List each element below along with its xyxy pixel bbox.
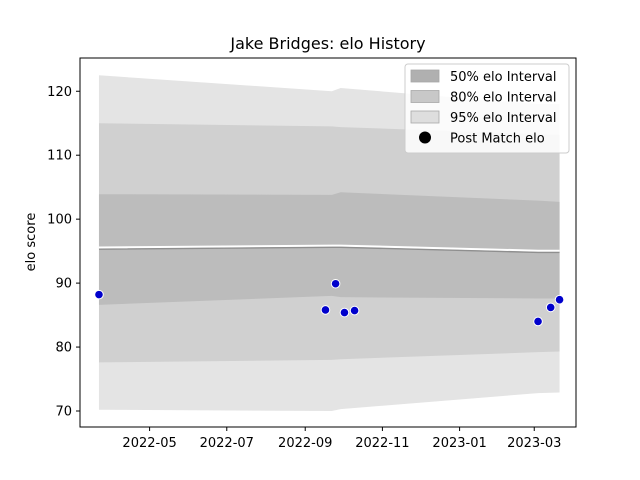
x-tick-label: 2023-03 — [507, 436, 561, 451]
band-50-percent — [98, 192, 560, 305]
post-match-point — [349, 305, 360, 316]
legend-label: 95% elo Interval — [450, 111, 557, 126]
legend-swatch — [410, 110, 440, 124]
post-match-point — [533, 316, 543, 327]
y-axis-label: elo score — [24, 213, 39, 272]
post-match-point — [554, 294, 565, 305]
y-tick-label: 110 — [47, 149, 72, 164]
axes-frame — [79, 57, 577, 428]
chart-title: Jake Bridges: elo History — [229, 34, 425, 53]
legend: 50% elo Interval 80% elo Interval 95% elo … — [404, 63, 570, 154]
mean-line-highlight — [98, 244, 560, 252]
x-tick-label: 2023-01 — [432, 436, 486, 451]
post-match-point — [320, 305, 331, 315]
y-tick-label: 90 — [55, 277, 72, 292]
post-match-point — [94, 289, 104, 300]
legend-swatch — [410, 90, 440, 103]
mean-elo-line — [98, 244, 560, 254]
post-match-points — [94, 278, 565, 327]
x-axis-ticks: 2022-05 2022-07 2022-09 2022-11 2023-01 2023-… — [122, 427, 561, 451]
y-axis-ticks: 70 80 90 100 110 120 — [47, 85, 80, 420]
legend-label: Post Match elo — [450, 132, 545, 147]
y-tick-label: 80 — [55, 341, 72, 356]
x-tick-label: 2022-07 — [200, 436, 254, 451]
y-tick-label: 120 — [47, 85, 72, 100]
legend-label: 50% elo Interval — [450, 70, 557, 85]
legend-box — [404, 63, 570, 154]
post-match-point — [339, 307, 350, 318]
x-tick-label: 2022-11 — [355, 436, 409, 451]
x-tick-label: 2022-05 — [122, 436, 176, 451]
legend-marker — [419, 131, 431, 144]
legend-swatch — [410, 69, 440, 83]
legend-label: 80% elo Interval — [450, 91, 557, 106]
mean-line — [98, 246, 560, 254]
post-match-point — [330, 278, 341, 289]
post-match-point — [545, 302, 556, 313]
x-tick-label: 2022-09 — [278, 436, 332, 451]
y-tick-label: 70 — [55, 405, 72, 420]
y-tick-label: 100 — [47, 213, 72, 228]
interval-bands — [98, 75, 560, 412]
